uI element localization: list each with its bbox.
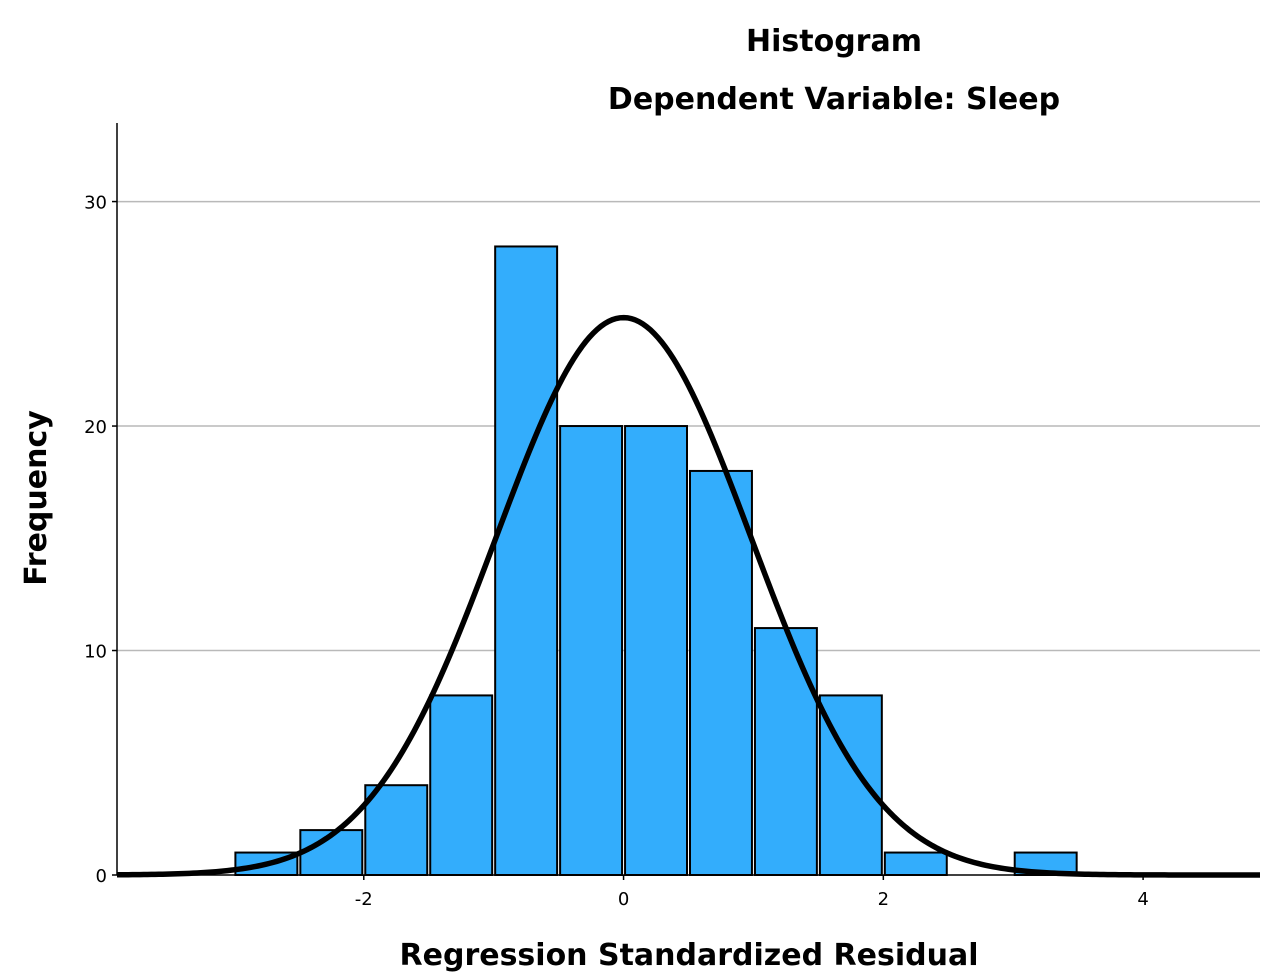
y-tick-label: 10 — [84, 642, 107, 663]
histogram-bars — [234, 245, 1078, 877]
histogram-bar — [364, 784, 429, 877]
y-tick-label: 20 — [84, 417, 107, 438]
y-axis-label: Frequency — [19, 410, 54, 586]
x-tick-label: 4 — [1137, 889, 1148, 910]
chart-title: Histogram — [746, 24, 922, 59]
histogram-bar — [559, 425, 624, 876]
x-tick-label: 0 — [618, 889, 629, 910]
x-tick-label: 2 — [878, 889, 889, 910]
histogram-bar — [624, 425, 689, 876]
histogram-bar — [753, 627, 818, 877]
histogram-bar — [494, 245, 559, 876]
normal-curve-layer — [116, 314, 1260, 878]
gridlines — [117, 200, 1260, 652]
axes — [116, 123, 1260, 876]
tick-labels: 0 10 20 30 -2 0 2 4 — [84, 193, 1149, 910]
x-tick-label: -2 — [355, 889, 373, 910]
histogram-bar — [689, 469, 753, 876]
x-axis-label: Regression Standardized Residual — [400, 938, 979, 973]
histogram-bar — [818, 694, 883, 876]
y-tick-label: 30 — [84, 193, 107, 214]
histogram-bar — [429, 694, 494, 876]
normal-distribution-curve — [116, 314, 1260, 878]
chart-subtitle: Dependent Variable: Sleep — [608, 82, 1060, 117]
y-tick-label: 0 — [96, 866, 107, 887]
histogram-bar — [883, 851, 948, 877]
